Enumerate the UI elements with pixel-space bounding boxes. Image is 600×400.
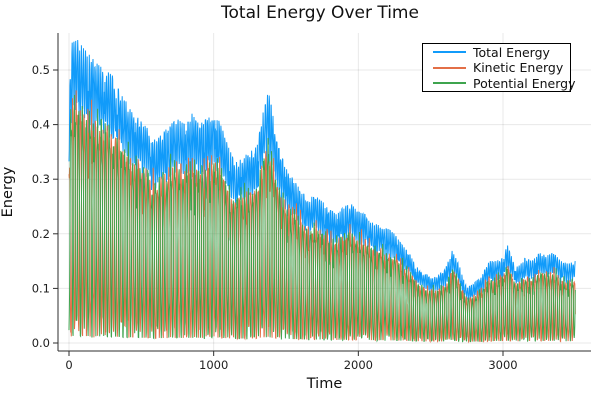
- y-tick-label: 0.5: [32, 63, 50, 77]
- legend-item-kinetic-energy: Kinetic Energy: [423, 60, 570, 75]
- legend-item-potential-energy: Potential Energy: [423, 76, 576, 91]
- legend: Total Energy Kinetic Energy Potential En…: [422, 43, 576, 92]
- legend-label-total: Total Energy: [473, 44, 550, 60]
- total-energy-line-swatch: [433, 51, 466, 53]
- x-axis-label: Time: [306, 376, 343, 392]
- kinetic-energy-line-swatch: [433, 66, 466, 69]
- y-tick-label: 0.0: [32, 336, 50, 350]
- legend-label-kinetic: Kinetic Energy: [473, 60, 564, 75]
- y-axis-label: Energy: [0, 166, 16, 218]
- potential-energy-line-swatch: [433, 82, 466, 84]
- potential-energy-line: [68, 94, 576, 343]
- x-tick-label: 1000: [199, 358, 228, 372]
- x-tick-label: 2000: [344, 358, 373, 372]
- x-tick-label: 0: [65, 358, 72, 372]
- legend-label-potential: Potential Energy: [473, 75, 576, 91]
- chart-title: Total Energy Over Time: [221, 3, 419, 23]
- kinetic-energy-line: [68, 90, 576, 344]
- y-tick-label: 0.4: [32, 118, 50, 132]
- y-tick-label: 0.3: [32, 172, 50, 186]
- legend-item-total-energy: Total Energy: [423, 45, 570, 60]
- x-tick-label: 3000: [488, 358, 517, 372]
- y-tick-label: 0.2: [32, 227, 50, 241]
- y-tick-label: 0.1: [32, 281, 50, 295]
